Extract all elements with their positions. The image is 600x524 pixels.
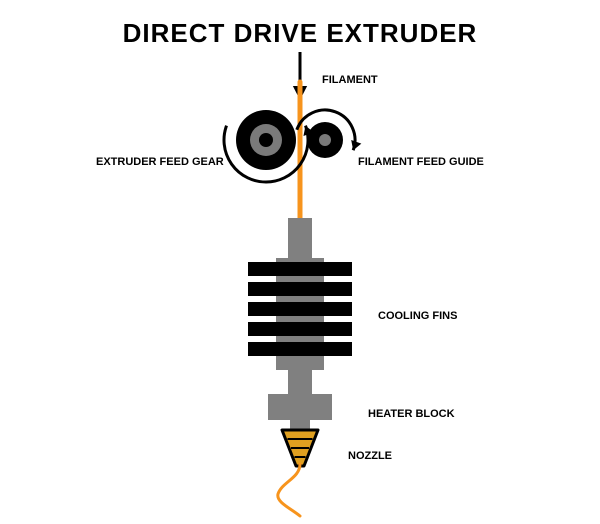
diagram-stage: DIRECT DRIVE EXTRUDER FILAMENT EXTRUDER … xyxy=(0,0,600,524)
diagram-svg xyxy=(0,0,600,524)
